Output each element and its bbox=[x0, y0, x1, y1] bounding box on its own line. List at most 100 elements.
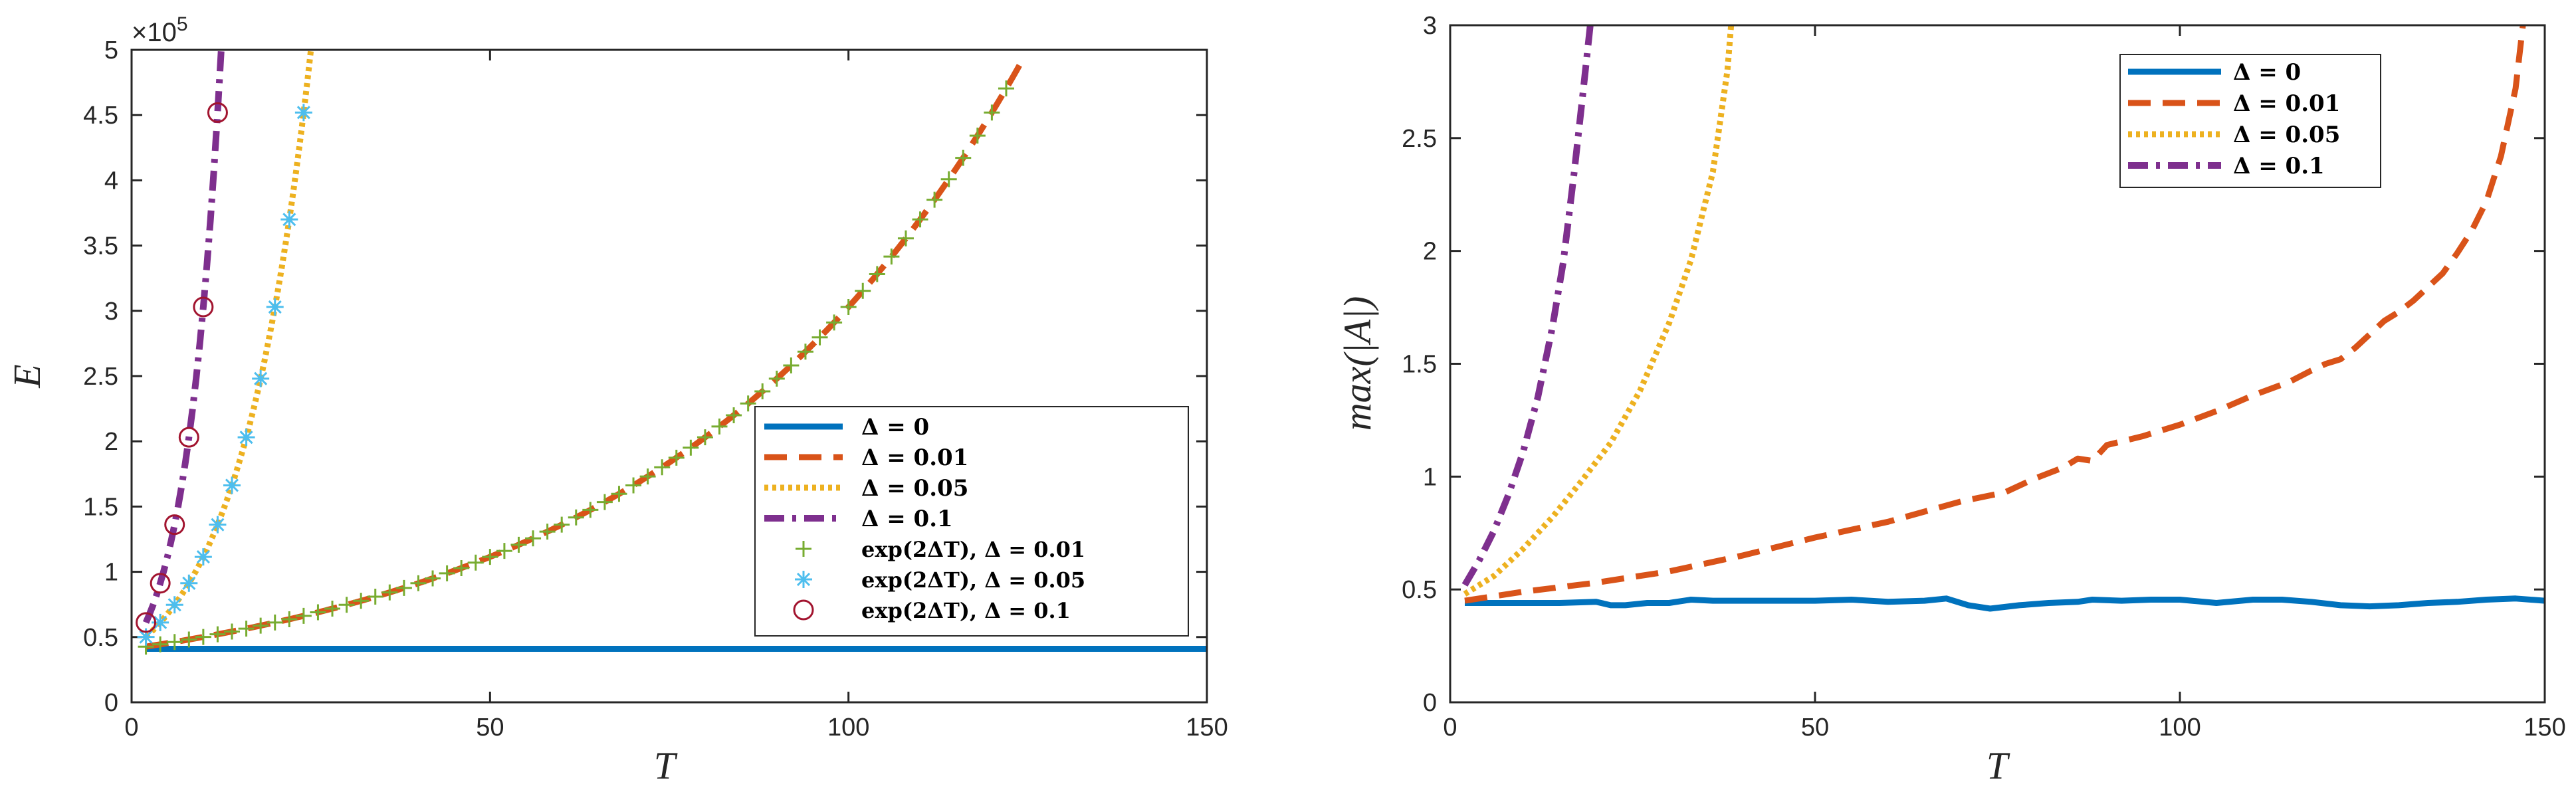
legend-entry-d001: Δ = 0.01 bbox=[2128, 90, 2340, 117]
data-point-marker bbox=[295, 607, 312, 624]
y-tick-label: 1.5 bbox=[1402, 351, 1437, 379]
data-point-marker bbox=[826, 314, 843, 331]
data-point-marker bbox=[209, 516, 227, 534]
legend-label: exp(2ΔT), Δ = 0.05 bbox=[861, 567, 1085, 593]
data-point-marker bbox=[224, 623, 241, 640]
legend-label: exp(2ΔT), Δ = 0.1 bbox=[861, 598, 1071, 623]
y-tick-label: 3 bbox=[1423, 12, 1437, 40]
data-point-marker bbox=[165, 596, 183, 614]
legend-marker bbox=[796, 541, 811, 557]
y-tick-label: 2 bbox=[1423, 238, 1437, 266]
legend-entry-d001: Δ = 0.01 bbox=[764, 445, 968, 471]
legend-entry-d005: Δ = 0.05 bbox=[764, 475, 968, 502]
data-point-marker bbox=[625, 477, 642, 494]
data-point-marker bbox=[754, 383, 771, 399]
data-point-marker bbox=[811, 329, 828, 346]
data-point-marker bbox=[207, 102, 228, 123]
data-point-marker bbox=[195, 629, 211, 645]
data-point-marker bbox=[554, 516, 570, 533]
data-point-marker bbox=[840, 299, 857, 316]
series-line-d005 bbox=[144, 50, 314, 639]
right-legend: Δ = 0 Δ = 0.01 Δ = 0.05 Δ = 0.1 bbox=[2119, 54, 2381, 188]
data-point-marker bbox=[338, 597, 355, 613]
y-tick-label: 2.5 bbox=[1402, 125, 1437, 153]
data-point-marker bbox=[783, 357, 800, 373]
data-point-marker bbox=[453, 559, 470, 576]
data-point-marker bbox=[310, 604, 326, 621]
legend-entry-d0: Δ = 0 bbox=[2128, 59, 2301, 86]
legend-label: Δ = 0.1 bbox=[2233, 153, 2325, 179]
data-point-marker bbox=[193, 296, 214, 318]
y-tick-label: 0 bbox=[104, 689, 118, 717]
data-point-marker bbox=[266, 298, 284, 316]
legend-entry-d01: Δ = 0.1 bbox=[764, 506, 953, 532]
data-point-marker bbox=[223, 476, 241, 494]
series-line-d005 bbox=[1463, 25, 1735, 597]
data-point-marker bbox=[855, 282, 871, 299]
right-x-axis-label: T bbox=[1986, 744, 2010, 787]
data-point-marker bbox=[181, 631, 197, 648]
data-point-marker bbox=[998, 80, 1014, 97]
data-point-marker bbox=[869, 266, 885, 282]
x-tick-label: 150 bbox=[1186, 714, 1228, 742]
data-point-marker bbox=[395, 579, 412, 596]
legend-entry-m005: exp(2ΔT), Δ = 0.05 bbox=[795, 567, 1085, 593]
data-point-marker bbox=[164, 514, 185, 536]
x-tick-label: 50 bbox=[476, 714, 504, 742]
data-point-marker bbox=[425, 570, 441, 587]
data-point-marker bbox=[582, 502, 599, 518]
x-tick-label: 50 bbox=[1801, 714, 1829, 742]
right-y-axis-label: max(|A|) bbox=[1336, 296, 1379, 431]
y-tick-label: 1 bbox=[1423, 463, 1437, 491]
data-point-marker bbox=[940, 171, 957, 187]
right-series-group bbox=[1461, 25, 2545, 612]
y-tick-label: 2.5 bbox=[83, 363, 118, 391]
data-point-marker bbox=[353, 593, 370, 609]
data-point-marker bbox=[969, 128, 986, 144]
series-markers-m005 bbox=[137, 104, 312, 646]
left-y-multiplier: ×105 bbox=[132, 13, 188, 47]
data-point-marker bbox=[611, 486, 627, 502]
data-point-marker bbox=[152, 613, 169, 631]
left-legend-box bbox=[754, 406, 1189, 637]
x-tick-label: 0 bbox=[1443, 714, 1457, 742]
data-point-marker bbox=[324, 601, 341, 617]
data-point-marker bbox=[252, 369, 270, 387]
series-line-d01 bbox=[142, 50, 225, 624]
data-point-marker bbox=[711, 418, 728, 435]
y-tick-label: 1.5 bbox=[83, 493, 118, 521]
y-tick-label: 0.5 bbox=[1402, 576, 1437, 604]
data-point-marker bbox=[150, 573, 171, 594]
series-markers-m01 bbox=[136, 102, 228, 633]
series-line-d01 bbox=[1461, 25, 1594, 587]
data-point-marker bbox=[267, 614, 283, 631]
data-point-marker bbox=[237, 429, 255, 447]
x-tick-label: 100 bbox=[2159, 714, 2200, 742]
data-point-marker bbox=[955, 149, 972, 166]
data-point-marker bbox=[668, 449, 685, 466]
data-point-marker bbox=[152, 636, 169, 652]
right-plot-frame bbox=[1449, 24, 2546, 704]
data-point-marker bbox=[281, 611, 298, 627]
y-tick-label: 4.5 bbox=[83, 102, 118, 130]
data-point-marker bbox=[740, 395, 756, 412]
data-point-marker bbox=[467, 554, 484, 571]
left-x-axis-label: T bbox=[654, 744, 678, 787]
data-point-marker bbox=[381, 584, 398, 601]
data-point-marker bbox=[897, 230, 914, 247]
y-tick-label: 3 bbox=[104, 298, 118, 326]
legend-label: Δ = 0.01 bbox=[2233, 90, 2340, 117]
legend-marker bbox=[795, 571, 812, 588]
y-tick-label: 3.5 bbox=[83, 233, 118, 260]
y-tick-label: 4 bbox=[104, 167, 118, 195]
data-point-marker bbox=[367, 589, 383, 605]
data-point-marker bbox=[768, 370, 785, 387]
data-point-marker bbox=[280, 211, 298, 229]
y-tick-label: 1 bbox=[104, 559, 118, 587]
y-tick-label: 5 bbox=[104, 37, 118, 64]
x-tick-label: 0 bbox=[124, 714, 138, 742]
data-point-marker bbox=[137, 628, 155, 646]
